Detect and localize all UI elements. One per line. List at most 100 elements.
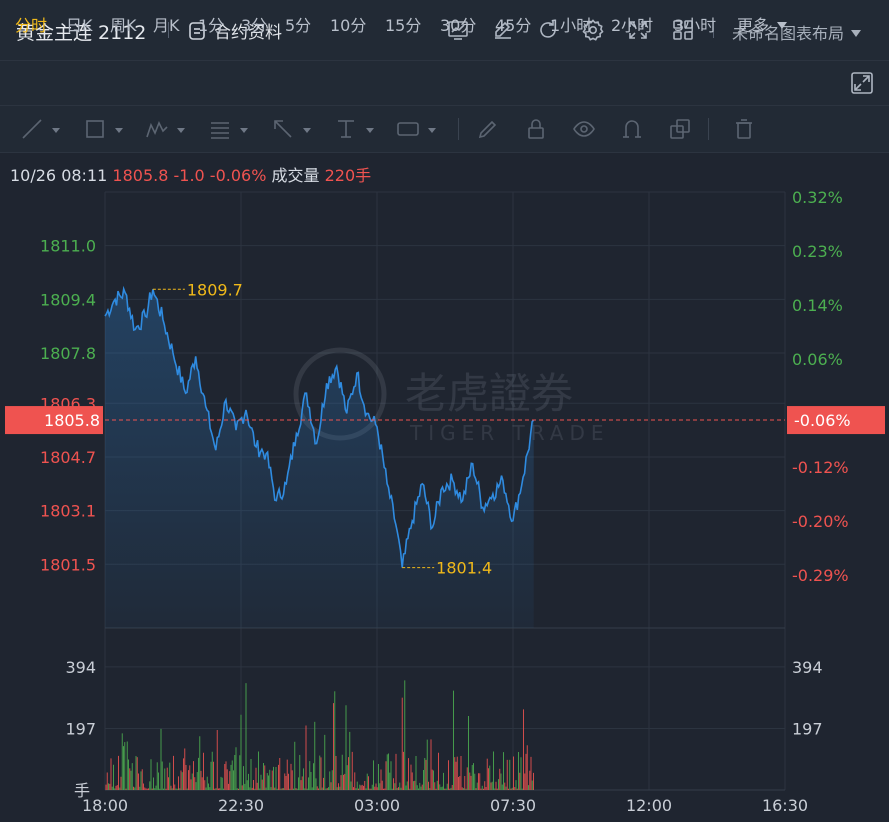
time-axis-label: 18:00 <box>82 796 128 815</box>
time-axis-label: 22:30 <box>218 796 264 815</box>
time-axis-label: 12:00 <box>626 796 672 815</box>
percent-axis-label: 0.32% <box>792 188 843 207</box>
top-toolbar <box>0 0 889 61</box>
chevron-down-icon <box>366 128 374 133</box>
volume-axis-label: 197 <box>65 719 96 738</box>
trash-icon[interactable] <box>732 117 756 141</box>
quote-info-line: 10/26 08:11 1805.8 -1.0 -0.06% 成交量 220手 <box>10 162 371 186</box>
pattern-tool-icon[interactable] <box>145 117 169 141</box>
price-axis-label: 1807.8 <box>40 344 96 363</box>
time-axis-label: 16:30 <box>762 796 808 815</box>
percent-axis-label: 0.06% <box>792 350 843 369</box>
quote-datetime: 10/26 08:11 <box>10 166 108 185</box>
current-price-badge <box>5 406 103 435</box>
price-axis-label: 1803.1 <box>40 502 96 521</box>
percent-axis-label: 0.23% <box>792 242 843 261</box>
price-axis-label: 1811.0 <box>40 237 96 256</box>
eye-icon[interactable] <box>572 117 596 141</box>
axis-labels: 1811.01809.41807.81806.31804.71803.11801… <box>5 188 885 815</box>
volume-value: 220手 <box>324 166 372 185</box>
document-icon <box>188 21 206 41</box>
time-axis-label: 07:30 <box>490 796 536 815</box>
timeframe-5[interactable]: 3分 <box>241 16 268 35</box>
quote-price: 1805.8 <box>112 166 169 185</box>
edit-icon[interactable] <box>491 18 515 42</box>
current-pct-label: -0.06% <box>794 411 851 430</box>
chevron-down-icon <box>52 128 60 133</box>
layout-selector[interactable]: 未命名图表布局 <box>732 20 862 44</box>
timeframe-0[interactable]: 分时 <box>15 16 48 35</box>
timeframe-8[interactable]: 15分 <box>385 16 422 35</box>
chevron-down-icon <box>177 128 185 133</box>
contract-info-label: 合约资料 <box>214 23 282 43</box>
chevron-down-icon <box>240 128 248 133</box>
more-timeframes-button[interactable]: 更多 <box>737 12 788 36</box>
indicator-chart-icon[interactable] <box>446 18 470 42</box>
high-marker-label: 1809.7 <box>187 280 243 299</box>
volume-axis-label-right: 197 <box>792 719 823 738</box>
instrument-title[interactable]: 黄金主连 2112 <box>16 22 147 44</box>
timeframe-3[interactable]: 月K <box>153 16 180 35</box>
divider <box>708 118 709 140</box>
price-area <box>105 288 534 628</box>
lock-icon[interactable] <box>524 117 548 141</box>
divider <box>713 22 714 38</box>
arrow-tool-icon[interactable] <box>271 117 295 141</box>
chevron-down-icon <box>777 22 788 29</box>
current-price-label: 1805.8 <box>44 411 100 430</box>
percent-axis-label: -0.12% <box>792 458 849 477</box>
timeframe-6[interactable]: 5分 <box>285 16 312 35</box>
volume-axis-label: 394 <box>65 658 96 677</box>
brush-icon[interactable] <box>476 117 500 141</box>
watermark-en: TIGER TRADE <box>409 421 610 445</box>
grid-layout-icon[interactable] <box>671 18 695 42</box>
volume-bars <box>105 680 534 790</box>
timeframe-9[interactable]: 30分 <box>440 16 477 35</box>
current-pct-badge <box>787 406 885 435</box>
trend-line-icon[interactable] <box>20 117 44 141</box>
chevron-down-icon <box>303 128 311 133</box>
fibonacci-tool-icon[interactable] <box>208 117 232 141</box>
drawing-toolbar <box>0 106 889 153</box>
timeframe-1[interactable]: 日K <box>66 16 93 35</box>
contract-info-button[interactable]: 合约资料 <box>188 18 282 43</box>
timeframe-10[interactable]: 45分 <box>495 16 532 35</box>
magnet-icon[interactable] <box>620 117 644 141</box>
timeframe-12[interactable]: 2小时 <box>611 16 654 35</box>
chevron-down-icon <box>115 128 123 133</box>
divider <box>458 118 459 140</box>
price-axis-label: 1804.7 <box>40 448 96 467</box>
fullscreen-icon[interactable] <box>626 18 650 42</box>
timeframe-11[interactable]: 1小时 <box>550 16 593 35</box>
percent-axis-label: -0.20% <box>792 512 849 531</box>
more-label: 更多 <box>737 16 770 35</box>
volume-unit-label: 手 <box>74 781 90 800</box>
divider <box>168 22 169 38</box>
chevron-down-icon <box>428 128 436 133</box>
timeframe-13[interactable]: 3小时 <box>674 16 717 35</box>
text-label-tool-icon[interactable] <box>396 117 420 141</box>
expand-icon[interactable] <box>850 71 874 95</box>
percent-axis-label: -0.29% <box>792 566 849 585</box>
price-axis-label: 1809.4 <box>40 290 96 309</box>
time-axis-label: 03:00 <box>354 796 400 815</box>
timeframe-7[interactable]: 10分 <box>330 16 367 35</box>
layers-icon[interactable] <box>668 117 692 141</box>
price-line <box>104 285 535 568</box>
layout-name: 未命名图表布局 <box>732 24 845 43</box>
price-area-fill <box>105 288 534 628</box>
quote-change: -1.0 <box>173 166 205 185</box>
measure-tool-icon[interactable] <box>334 117 358 141</box>
extreme-markers: 1809.7 1801.4 <box>105 280 785 578</box>
rectangle-tool-icon[interactable] <box>83 117 107 141</box>
volume-axis-label-right: 394 <box>792 658 823 677</box>
watermark-cn: 老虎證券 <box>405 369 573 418</box>
settings-gear-icon[interactable] <box>581 18 605 42</box>
timeframe-bar <box>0 61 889 106</box>
percent-axis-label: 0.14% <box>792 296 843 315</box>
low-marker-label: 1801.4 <box>436 559 492 578</box>
refresh-icon[interactable] <box>536 18 560 42</box>
timeframe-2[interactable]: 周K <box>110 16 137 35</box>
timeframe-4[interactable]: 1分 <box>198 16 225 35</box>
